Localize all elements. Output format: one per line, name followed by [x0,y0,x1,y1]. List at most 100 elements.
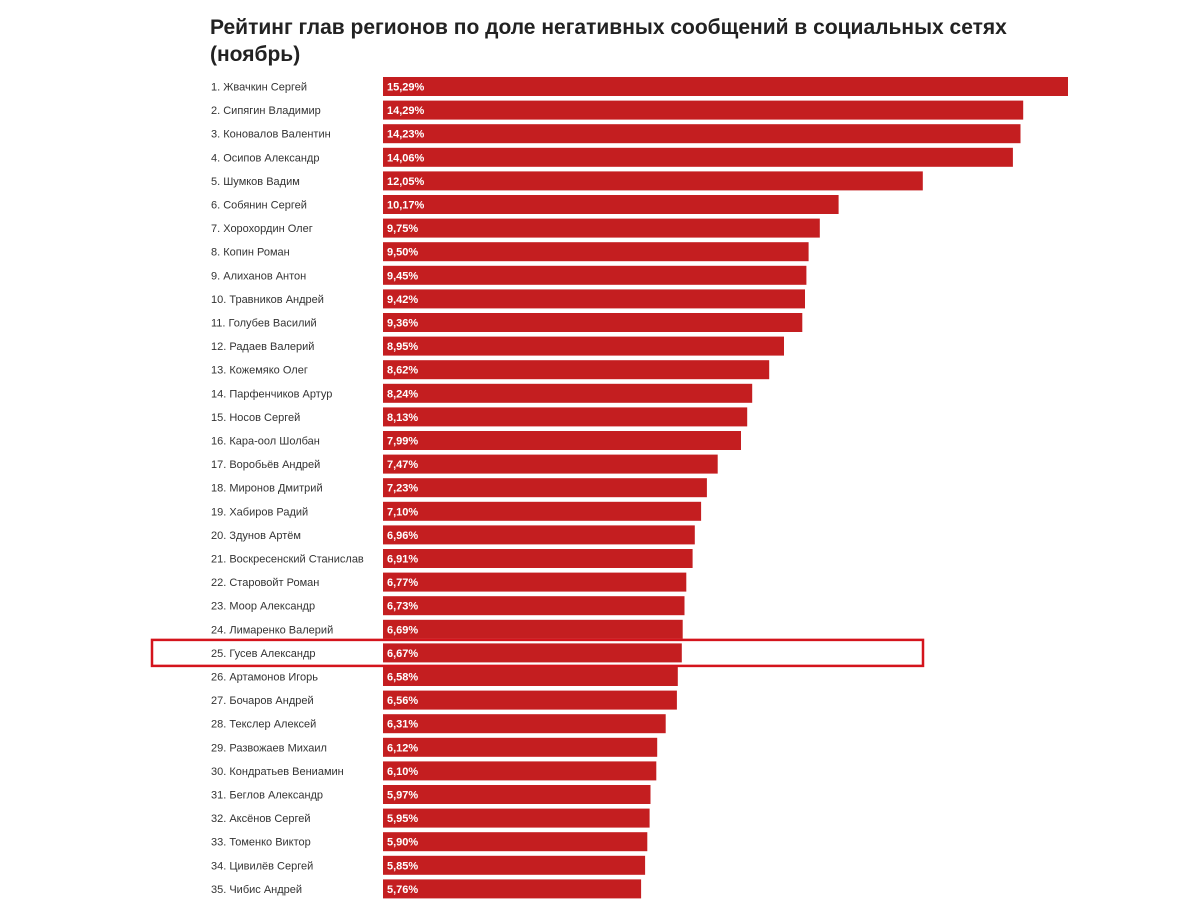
bar [383,879,642,899]
bar [383,289,805,309]
category-label: 28. Текслер Алексей [211,719,316,731]
category-label: 1. Жвачкин Сергей [211,82,307,94]
value-label: 12,05% [387,176,425,188]
bar [383,218,820,238]
bar [383,832,648,852]
bar [383,77,1068,96]
category-label: 26. Артамонов Игорь [211,672,318,684]
category-label: 7. Хорохордин Олег [211,223,313,235]
bar [383,478,707,498]
bar [383,124,1021,144]
value-label: 7,99% [387,436,418,448]
value-label: 6,77% [387,577,418,589]
bar [383,336,784,356]
value-label: 15,29% [387,82,425,94]
bar [383,737,658,757]
value-label: 5,95% [387,813,418,825]
value-label: 9,50% [387,247,418,259]
bar [383,383,753,403]
bar [383,808,650,828]
value-label: 6,58% [387,672,418,684]
bar [383,195,839,214]
value-label: 5,85% [387,860,418,872]
bar [383,431,741,450]
value-label: 6,96% [387,530,418,542]
bar [383,761,657,781]
category-label: 9. Алиханов Антон [211,270,306,282]
category-label: 22. Старовойт Роман [211,577,319,589]
highlight-frame [150,638,925,668]
category-label: 11. Голубев Василий [211,318,317,330]
value-label: 8,95% [387,341,418,353]
category-label: 27. Бочаров Андрей [211,695,314,707]
value-label: 5,97% [387,790,418,802]
category-label: 25. Гусев Александр [211,648,316,660]
value-label: 6,56% [387,695,418,707]
value-label: 6,67% [387,648,418,660]
value-label: 6,91% [387,554,418,566]
value-label: 6,73% [387,601,418,613]
value-label: 14,23% [387,129,425,141]
value-label: 14,06% [387,152,425,164]
bar [383,454,718,474]
bar [383,549,693,568]
bar [383,619,683,639]
value-label: 8,24% [387,388,418,400]
value-label: 7,47% [387,459,418,471]
category-label: 4. Осипов Александр [211,152,319,164]
value-label: 10,17% [387,200,425,212]
bar [383,855,646,875]
bar [383,100,1024,120]
bar [383,171,923,191]
category-label: 8. Копин Роман [211,247,290,259]
category-label: 29. Развожаев Михаил [211,742,327,754]
bar [383,265,807,285]
bar [383,714,666,734]
value-label: 9,36% [387,318,418,330]
category-label: 33. Томенко Виктор [211,837,311,849]
category-label: 13. Кожемяко Олег [211,365,308,377]
category-label: 19. Хабиров Радий [211,506,308,518]
bar [383,360,770,380]
category-label: 3. Коновалов Валентин [211,129,331,141]
value-label: 7,10% [387,506,418,518]
bar [383,313,803,332]
category-label: 34. Цивилёв Сергей [211,860,313,872]
category-label: 21. Воскресенский Станислав [211,554,364,566]
bar [383,785,651,804]
value-label: 6,69% [387,624,418,636]
category-label: 10. Травников Андрей [211,294,324,306]
category-label: 12. Радаев Валерий [211,341,314,353]
category-label: 15. Носов Сергей [211,412,300,424]
value-label: 7,23% [387,483,418,495]
chart-title: Рейтинг глав регионов по доле негативных… [210,16,1007,66]
value-label: 9,42% [387,294,418,306]
bar [383,525,695,545]
bar [383,596,685,616]
bar [383,667,678,686]
category-label: 14. Парфенчиков Артур [211,388,332,400]
category-label: 32. Аксёнов Сергей [211,813,311,825]
bar [383,242,809,262]
value-label: 6,12% [387,742,418,754]
category-label: 2. Сипягин Владимир [211,105,321,117]
category-label: 16. Кара-оол Шолбан [211,436,320,448]
value-label: 6,10% [387,766,418,778]
value-label: 5,90% [387,837,418,849]
bar [383,407,748,427]
category-label: 23. Моор Александр [211,601,315,613]
category-label: 5. Шумков Вадим [211,176,300,188]
bar [383,643,682,663]
value-label: 14,29% [387,105,425,117]
category-label: 17. Воробьёв Андрей [211,459,320,471]
category-label: 24. Лимаренко Валерий [211,624,333,636]
bar [383,147,1013,167]
value-label: 9,75% [387,223,418,235]
category-label: 6. Собянин Сергей [211,200,307,212]
category-label: 30. Кондратьев Вениамин [211,766,344,778]
category-label: 20. Здунов Артём [211,530,301,542]
bar [383,690,677,710]
value-label: 9,45% [387,270,418,282]
category-label: 35. Чибис Андрей [211,884,302,896]
